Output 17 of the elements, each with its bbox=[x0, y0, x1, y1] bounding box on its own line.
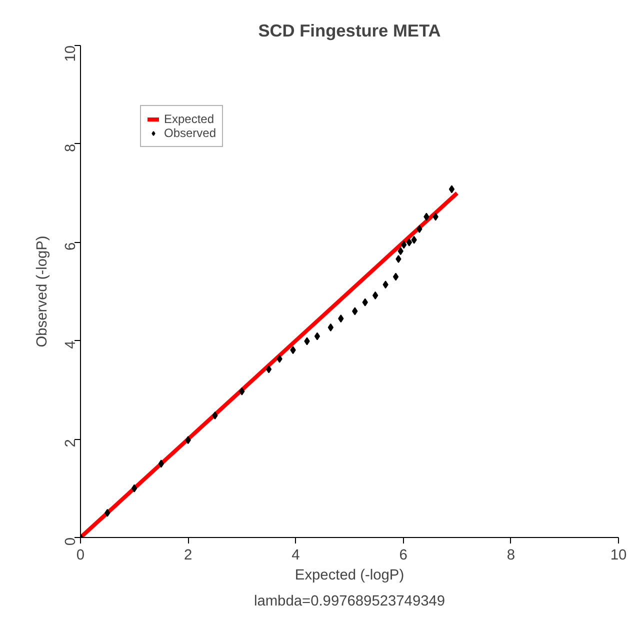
legend-label: Expected bbox=[164, 112, 214, 126]
y-tick-label: 8 bbox=[63, 144, 79, 152]
y-tick-label: 6 bbox=[63, 242, 79, 250]
y-tick-label: 4 bbox=[63, 340, 79, 349]
text: lambda=0.997689523749349 bbox=[254, 594, 446, 610]
x-axis-title: Expected (-logP) bbox=[294, 568, 404, 584]
x-tick-label: 4 bbox=[292, 548, 300, 564]
y-axis-title: Observed (-logP) bbox=[34, 236, 50, 348]
x-tick-label: 2 bbox=[184, 548, 192, 564]
x-tick-label: 8 bbox=[506, 548, 515, 564]
x-tick-label: 6 bbox=[399, 548, 408, 564]
y-tick-label: 10 bbox=[63, 45, 79, 62]
y-tick-label: 0 bbox=[63, 537, 79, 546]
legend-label: Observed bbox=[164, 126, 216, 140]
y-tick-label: 2 bbox=[63, 439, 79, 448]
chart-title: SCD Fingesture META bbox=[258, 20, 442, 40]
x-tick-label: 10 bbox=[610, 548, 627, 564]
